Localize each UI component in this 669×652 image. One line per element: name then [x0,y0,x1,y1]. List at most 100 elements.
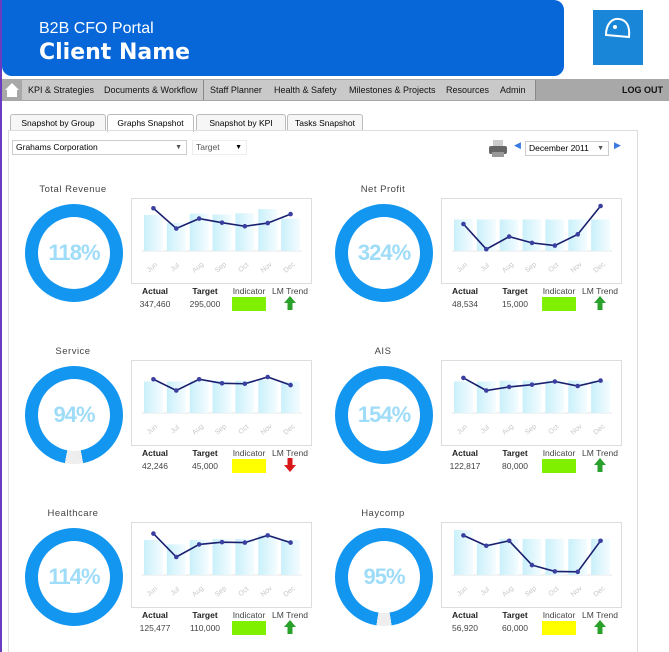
bar [166,381,186,413]
chevron-down-icon: ▼ [235,144,242,151]
data-point [151,205,156,211]
bar [499,380,519,413]
month-label: Nov [260,423,274,437]
month-label: Oct [547,262,560,274]
target-value: 15,000 [502,299,528,309]
data-point [173,226,179,231]
nav-staff-planner[interactable]: Staff Planner [204,80,269,100]
trend-up-arrow-icon [594,458,606,472]
trend-chart: Jun Jul Aug Sep Oct Nov Dec [131,360,312,446]
data-point [288,211,293,217]
bar [258,209,278,251]
data-point [575,569,581,575]
nav-admin[interactable]: Admin [494,80,536,100]
actual-label: Actual [452,610,478,620]
home-icon[interactable] [4,82,20,98]
nav-milestones-projects[interactable]: Milestones & Projects [343,80,443,100]
indicator-label: Indicator [542,448,576,458]
month-label: Jul [480,424,492,435]
data-point [265,533,271,538]
bar [545,380,565,413]
company-select[interactable]: Grahams Corporation ▼ [12,140,187,155]
actual-value: 48,534 [452,299,478,309]
next-period-arrow[interactable]: ▶ [614,140,621,150]
percent-value: 118% [38,217,110,289]
month-label: Dec [283,261,297,275]
card-title: Service [55,346,91,357]
indicator-label: Indicator [542,286,576,296]
percent-value: 114% [38,541,110,613]
bar [144,381,163,413]
percent-donut: 94% [25,366,123,464]
indicator-label: Indicator [542,610,576,620]
month-label: Dec [593,423,607,437]
bar [235,380,255,413]
card-title: AIS [374,346,392,357]
period-value: December 2011 [529,143,589,153]
main-nav: KPI & Strategies Documents & Workflow St… [2,79,669,101]
tab-tasks-snapshot[interactable]: Tasks Snapshot [287,114,363,131]
data-point [242,223,248,229]
target-label: Target [192,610,218,620]
actual-label: Actual [452,448,478,458]
period-select[interactable]: December 2011 ▼ [525,141,609,156]
month-label: Dec [593,261,607,275]
data-point [529,562,535,568]
logout-button[interactable]: LOG OUT [622,85,663,95]
bar [454,219,473,251]
bar [454,530,473,575]
bar [281,539,300,575]
tab-graphs-snapshot[interactable]: Graphs Snapshot [107,114,194,132]
percent-value: 95% [348,541,420,613]
data-point [461,221,466,227]
tab-snapshot-by-group[interactable]: Snapshot by Group [10,114,106,131]
nav-resources[interactable]: Resources [440,80,497,100]
month-label: Oct [237,262,250,274]
data-point [151,531,156,536]
month-label: Nov [570,585,584,599]
previous-period-arrow[interactable]: ◀ [514,140,521,150]
indicator-swatch [542,297,576,311]
nav-health-safety[interactable]: Health & Safety [268,80,344,100]
bar [522,380,542,413]
month-label: Jul [170,586,182,597]
mode-select[interactable]: Target ▼ [192,140,247,155]
print-icon[interactable] [489,140,507,157]
data-point [461,533,466,538]
data-point [575,232,581,237]
tab-snapshot-by-kpi[interactable]: Snapshot by KPI [196,114,286,131]
month-label: Jul [480,586,492,597]
data-point [506,234,512,239]
month-label: Jun [146,585,159,598]
data-point [173,388,179,393]
card-title: Healthcare [47,508,99,519]
graphs-panel [8,130,638,652]
bar [235,539,255,575]
bar [189,539,209,575]
nav-kpi-strategies[interactable]: KPI & Strategies [22,80,102,100]
month-label: Jun [456,261,469,274]
trend-up-arrow-icon [284,620,296,634]
actual-value: 347,460 [139,299,171,309]
month-label: Oct [547,424,560,436]
mode-value: Target [196,142,220,152]
bar [258,379,278,413]
indicator-swatch [232,621,266,635]
chevron-down-icon: ▼ [175,144,182,151]
actual-value: 42,246 [142,461,168,471]
bar [212,539,232,575]
month-label: Sep [524,261,538,274]
month-label: Sep [524,585,538,598]
percent-value: 154% [348,379,420,451]
card-title: Total Revenue [39,184,107,195]
target-value: 45,000 [192,461,218,471]
bar [144,215,163,251]
data-point [219,220,225,225]
nav-documents-workflow[interactable]: Documents & Workflow [98,80,205,100]
indicator-label: Indicator [232,448,266,458]
month-label: Jun [456,423,469,436]
data-point [288,540,293,545]
data-point [219,381,225,386]
month-label: Oct [237,586,250,598]
bar [144,539,163,575]
